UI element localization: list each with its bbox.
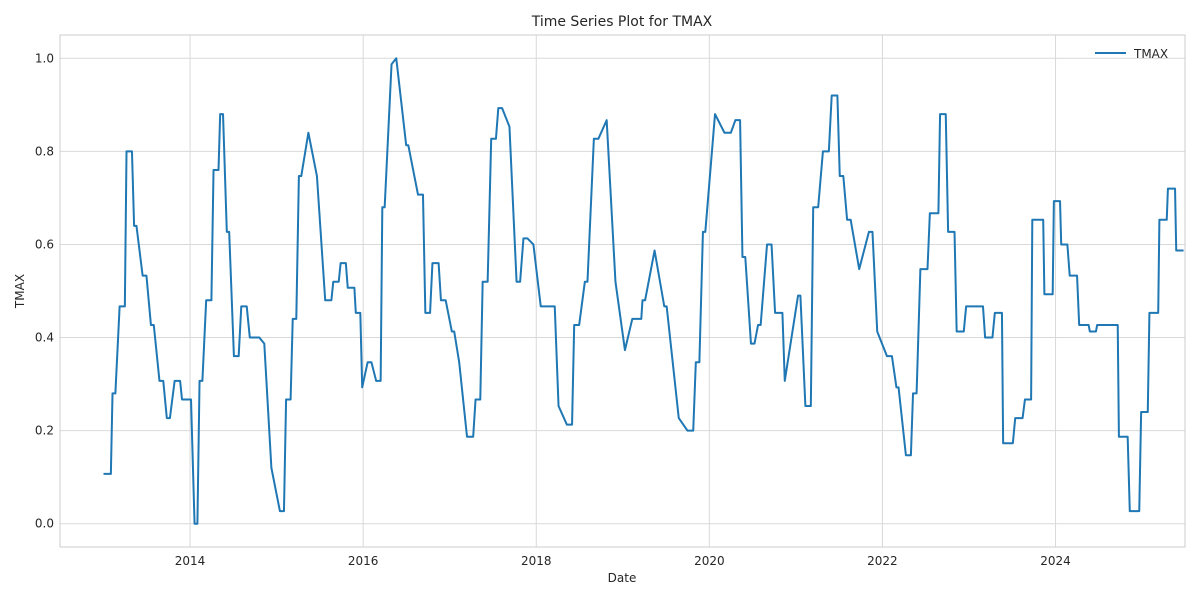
plot-frame xyxy=(59,34,1186,548)
y-tick-label: 0.6 xyxy=(35,237,54,251)
x-axis-label: Date xyxy=(608,571,637,585)
y-tick-label: 0.2 xyxy=(35,424,54,438)
x-tick-label: 2018 xyxy=(521,554,552,568)
y-tick-label: 1.0 xyxy=(35,51,54,65)
x-tick-label: 2014 xyxy=(175,554,206,568)
x-tick-label: 2024 xyxy=(1040,554,1071,568)
y-tick-label: 0.0 xyxy=(35,517,54,531)
plot-background xyxy=(60,35,1185,547)
x-axis-ticks: 2014 2016 2018 2020 2022 2024 xyxy=(175,554,1071,568)
y-tick-label: 0.4 xyxy=(35,331,54,345)
legend-label-tmax: TMAX xyxy=(1133,47,1168,61)
x-tick-label: 2020 xyxy=(694,554,725,568)
y-tick-label: 0.8 xyxy=(35,144,54,158)
x-tick-label: 2016 xyxy=(348,554,379,568)
chart-title: Time Series Plot for TMAX xyxy=(531,14,713,30)
x-tick-label: 2022 xyxy=(867,554,898,568)
y-axis-label: TMAX xyxy=(13,274,27,309)
legend: TMAX xyxy=(1095,47,1168,61)
series-line-tmax xyxy=(103,57,1184,525)
series-layer xyxy=(103,57,1184,525)
y-axis-ticks: 0.0 0.2 0.4 0.6 0.8 1.0 xyxy=(35,51,54,530)
